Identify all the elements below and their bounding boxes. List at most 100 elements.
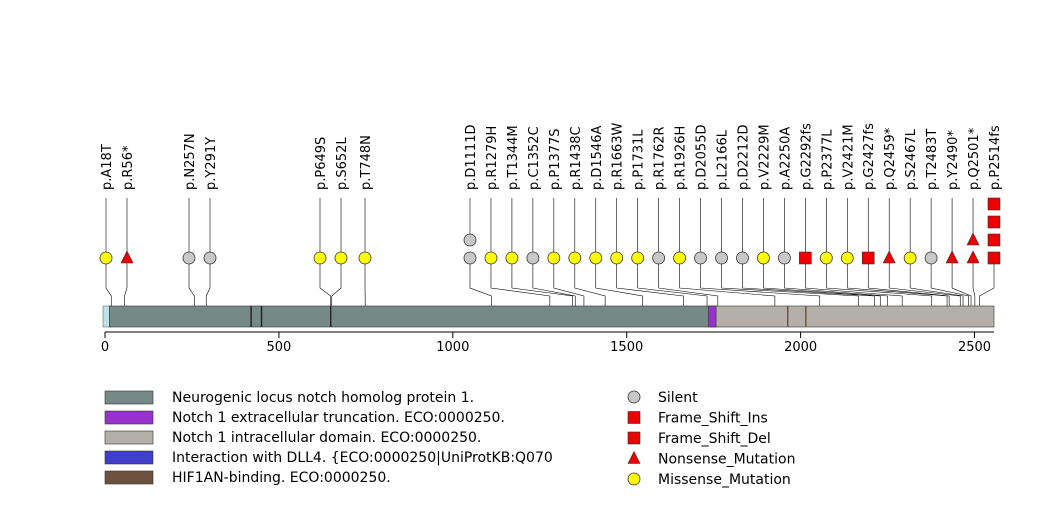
mutation-type-legend: Silent Frame_Shift_Ins Frame_Shift_Del Nons… xyxy=(627,390,795,488)
marker-silent xyxy=(778,251,791,265)
marker-silent xyxy=(526,251,540,265)
mutation-connector xyxy=(553,258,585,306)
marker-nonsense-mutation xyxy=(945,250,959,264)
domain-legend-swatch xyxy=(104,450,154,465)
mutation-connector xyxy=(574,258,606,306)
mutation-label: p.D2212D xyxy=(736,125,751,191)
mutation-label: p.A2250A xyxy=(778,127,793,190)
marker-silent xyxy=(924,251,938,265)
mutation-connector xyxy=(124,258,128,306)
mutation-connector xyxy=(951,258,972,306)
mutation-connector xyxy=(658,258,719,306)
axis-tick-label: 2500 xyxy=(958,340,991,355)
marker-missense-mutation xyxy=(313,251,327,265)
mutation-label: p.P2377L xyxy=(820,129,835,190)
legend-missense-mutation-symbol xyxy=(627,472,641,486)
mutation-label: p.R1762R xyxy=(653,126,668,190)
marker-missense-mutation xyxy=(610,251,624,265)
mutation-connector xyxy=(319,258,332,306)
mutation-markers xyxy=(99,197,1001,265)
mutation-label: p.V2229M xyxy=(757,124,772,190)
mutation-connectors xyxy=(105,198,995,306)
mutation-connector xyxy=(679,258,776,306)
axis-tick-label: 1000 xyxy=(436,340,469,355)
marker-missense-mutation xyxy=(505,251,519,265)
marker-missense-mutation xyxy=(631,251,645,265)
marker-missense-mutation xyxy=(99,251,113,265)
mutation-connector xyxy=(763,258,881,306)
domain-intracellular xyxy=(715,305,995,328)
domain-legend-swatch xyxy=(104,470,154,485)
domain-legend-swatch xyxy=(104,390,154,405)
axis-tick-label: 2000 xyxy=(784,340,817,355)
marker-silent xyxy=(203,251,217,265)
mutation-label: p.Y291Y xyxy=(204,137,219,190)
marker-frame-shift-del xyxy=(987,215,1001,229)
mutation-label: p.R1279H xyxy=(485,126,500,190)
marker-frame-shift-ins xyxy=(987,197,1001,211)
axis-tick-label: 1500 xyxy=(610,340,643,355)
mutation-label: p.P1731L xyxy=(632,129,647,190)
mutation-label: p.D2055D xyxy=(695,125,710,191)
mutation-label: p.S2467L xyxy=(904,128,919,190)
mutation-type-legend-label: Frame_Shift_Del xyxy=(658,431,771,447)
mutation-connector xyxy=(979,258,995,306)
mutation-connector xyxy=(784,258,888,306)
marker-silent xyxy=(736,251,749,265)
marker-missense-mutation xyxy=(568,251,582,265)
domain-legend-label: Notch 1 intracellular domain. ECO:000025… xyxy=(172,430,481,446)
mutation-label: p.L2166L xyxy=(716,129,731,190)
marker-missense-mutation xyxy=(819,251,833,265)
mutation-label: p.A18T xyxy=(100,144,115,190)
mutation-label: p.Q2459* xyxy=(883,127,898,190)
marker-missense-mutation xyxy=(547,251,561,265)
domain-legend-swatch xyxy=(104,430,154,445)
mutation-label: p.T748N xyxy=(359,135,374,190)
legend-nonsense-mutation-symbol xyxy=(627,450,641,464)
mutation-label: p.R1663W xyxy=(611,122,626,190)
marker-frame-shift-del xyxy=(987,233,1001,247)
marker-missense-mutation xyxy=(589,251,603,265)
mutation-connector xyxy=(846,258,948,306)
marker-frame-shift-del xyxy=(861,251,875,265)
domain-legend-swatch xyxy=(104,410,154,425)
mutation-connector xyxy=(700,258,821,306)
mutation-connector xyxy=(826,258,933,306)
mutation-type-legend-label: Nonsense_Mutation xyxy=(658,452,795,468)
mutation-connector xyxy=(867,258,950,306)
marker-nonsense-mutation xyxy=(966,232,980,246)
marker-silent xyxy=(694,251,707,265)
mutation-connector xyxy=(205,258,211,306)
legend-silent-symbol xyxy=(627,390,641,404)
marker-nonsense-mutation xyxy=(966,250,980,264)
mutation-connector xyxy=(972,258,976,306)
mutation-label: p.Y2490* xyxy=(946,130,961,190)
marker-frame-shift-del xyxy=(799,251,812,265)
mutation-label: p.S652L xyxy=(335,137,350,190)
mutation-connector xyxy=(616,258,684,306)
marker-silent xyxy=(463,233,477,247)
mutation-connector xyxy=(888,258,961,306)
domain-legend-label: Interaction with DLL4. {ECO:0000250|UniP… xyxy=(172,450,553,466)
marker-silent xyxy=(182,251,196,265)
marker-nonsense-mutation xyxy=(120,250,134,264)
marker-silent xyxy=(715,251,728,265)
domain-legend: Neurogenic locus notch homolog protein 1… xyxy=(104,390,553,486)
mutation-label: p.V2421M xyxy=(841,124,856,190)
mutation-connector xyxy=(930,258,969,306)
marker-silent xyxy=(463,251,477,265)
marker-missense-mutation xyxy=(840,251,854,265)
marker-frame-shift-del xyxy=(987,251,1001,265)
mutation-connector xyxy=(331,258,342,306)
domain-legend-label: HIF1AN-binding. ECO:0000250. xyxy=(172,470,391,486)
marker-missense-mutation xyxy=(484,251,498,265)
mutation-label: p.P2514fs xyxy=(988,125,1003,190)
mutation-label: p.Q2501* xyxy=(967,127,982,190)
mutation-label: p.G2292fs xyxy=(799,123,814,190)
domain-legend-label: Notch 1 extracellular truncation. ECO:00… xyxy=(172,410,505,426)
marker-silent xyxy=(652,251,666,265)
axis-tick-label: 0 xyxy=(101,340,109,355)
protein-track xyxy=(102,305,995,328)
axis-tick-label: 500 xyxy=(266,340,291,355)
mutation-connector xyxy=(532,258,576,306)
